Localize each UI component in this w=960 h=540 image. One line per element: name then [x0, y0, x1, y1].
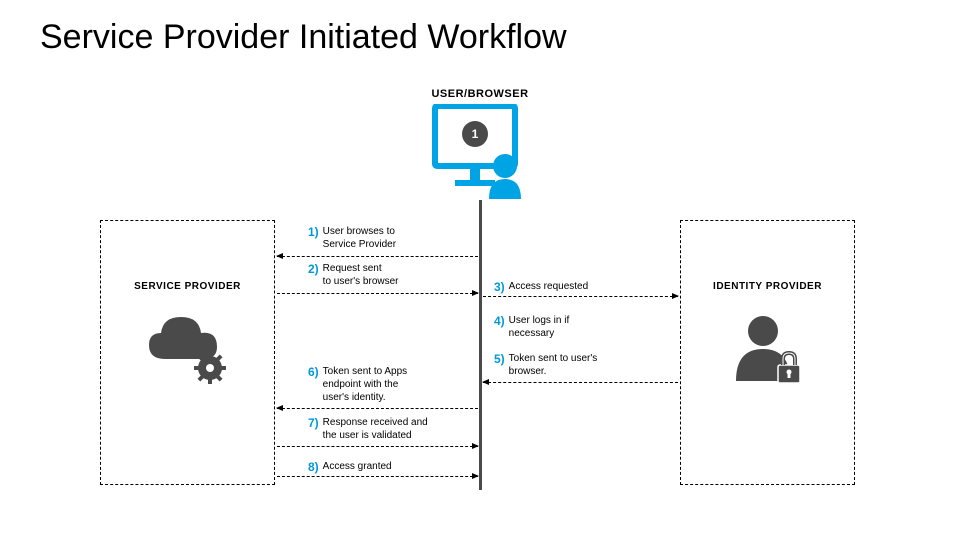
- service-provider-label: SERVICE PROVIDER: [101, 281, 274, 292]
- step-number: 7): [308, 416, 319, 432]
- step-6: 6)Token sent to Appsendpoint with theuse…: [308, 365, 468, 404]
- step-1: 1)User browses toService Provider: [308, 225, 468, 251]
- arrow-step-6: [277, 408, 478, 409]
- service-provider-box: SERVICE PROVIDER: [100, 220, 275, 485]
- identity-provider-box: IDENTITY PROVIDER: [680, 220, 855, 485]
- step-8: 8) Access granted: [308, 460, 468, 476]
- step-number: 3): [494, 280, 505, 296]
- user-browser-label: USER/BROWSER: [431, 88, 528, 100]
- step-3: 3) Access requested: [494, 280, 654, 296]
- arrow-step-2: [277, 293, 478, 294]
- step-7: 7)Response received andthe user is valid…: [308, 416, 468, 442]
- step-number: 8): [308, 460, 319, 476]
- cloud-gear-icon: [143, 311, 233, 391]
- svg-text:1: 1: [472, 127, 479, 141]
- step-text: Access requested: [509, 280, 589, 293]
- arrow-step-7: [277, 446, 478, 447]
- step-text: Request sentto user's browser: [323, 262, 399, 288]
- step-5: 5)Token sent to user'sbrowser.: [494, 352, 654, 378]
- arrow-step-8: [277, 476, 478, 477]
- step-text: User logs in ifnecessary: [509, 314, 570, 340]
- page-title: Service Provider Initiated Workflow: [40, 18, 567, 57]
- user-monitor-icon: 1: [425, 104, 535, 199]
- arrow-step-5: [483, 382, 678, 383]
- step-number: 1): [308, 225, 319, 241]
- identity-provider-label: IDENTITY PROVIDER: [681, 281, 854, 292]
- step-number: 4): [494, 314, 505, 330]
- step-number: 5): [494, 352, 505, 368]
- step-number: 6): [308, 365, 319, 381]
- person-lock-icon: [728, 311, 808, 396]
- step-text: Response received andthe user is validat…: [323, 416, 428, 442]
- step-text: Access granted: [323, 460, 392, 473]
- step-text: Token sent to Appsendpoint with theuser'…: [323, 365, 408, 404]
- arrow-step-1: [277, 256, 478, 257]
- step-2: 2)Request sentto user's browser: [308, 262, 468, 288]
- step-text: Token sent to user'sbrowser.: [509, 352, 598, 378]
- timeline-bar: [479, 200, 482, 490]
- step-4: 4)User logs in ifnecessary: [494, 314, 654, 340]
- step-text: User browses toService Provider: [323, 225, 396, 251]
- arrow-step-3: [483, 296, 678, 297]
- step-number: 2): [308, 262, 319, 278]
